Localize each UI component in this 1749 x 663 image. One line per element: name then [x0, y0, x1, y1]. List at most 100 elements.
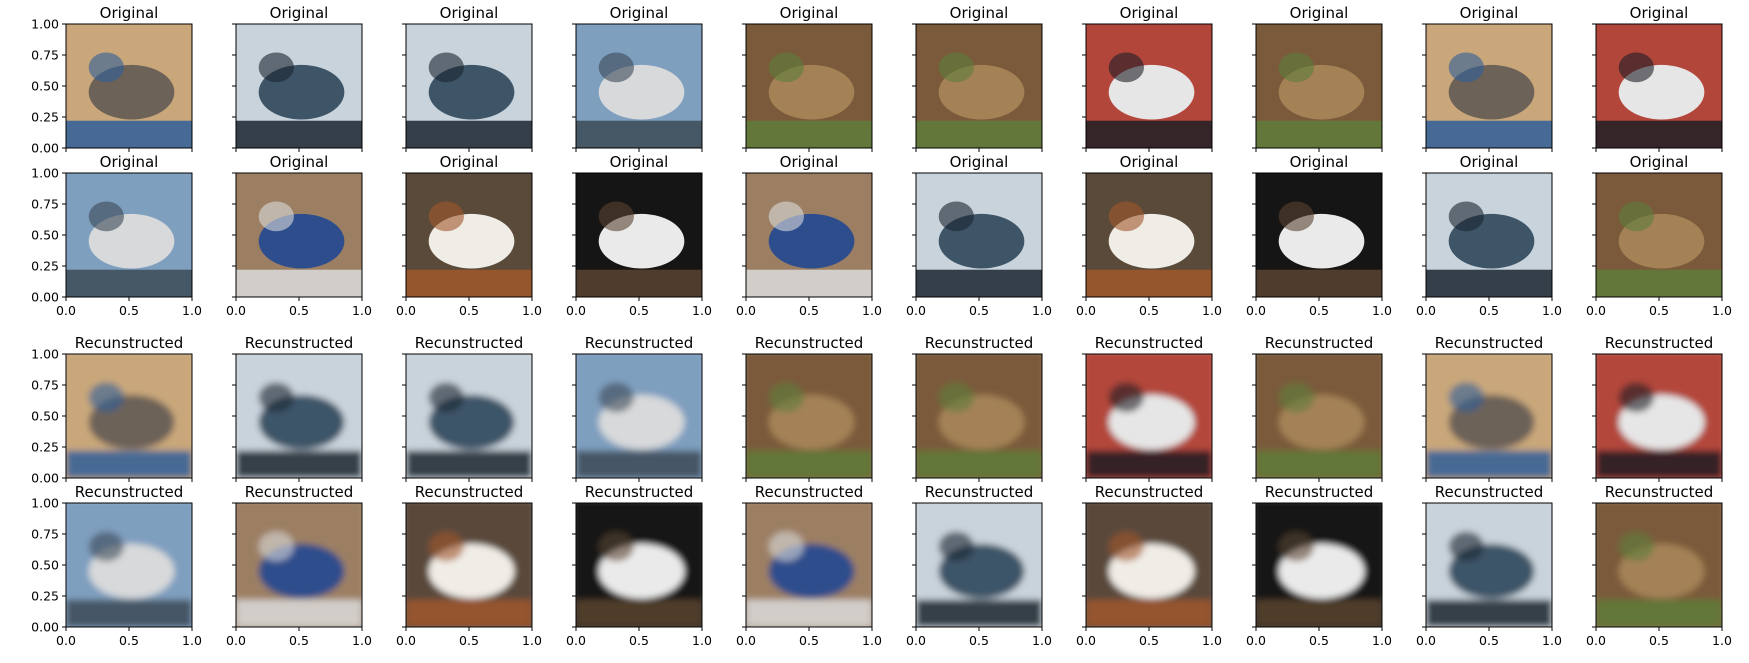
y-tick-label: 1.00 [31, 496, 59, 511]
panel-image-ship [236, 354, 362, 478]
x-tick-label: 0.0 [396, 633, 416, 648]
x-tick-label: 0.5 [1479, 633, 1499, 648]
x-tick-label: 0.5 [1309, 633, 1329, 648]
panel-title: Recunstructed [1605, 334, 1714, 352]
x-tick-label: 1.0 [692, 633, 712, 648]
panel-r0-c7: Original [1252, 4, 1383, 152]
x-tick-label: 1.0 [862, 303, 882, 318]
x-tick-label: 0.5 [629, 633, 649, 648]
panel-image-truck [236, 503, 362, 627]
panel-r1-c0: Original 0.00 0.25 0.50 0.75 1.00 0.0 0.5 1.0 [31, 153, 202, 318]
panel-r1-c3: Original 0.0 0.5 1.0 [566, 153, 712, 318]
x-tick-label: 0.0 [736, 633, 756, 648]
panel-r3-c1: Recunstructed 0.0 0.5 1.0 [226, 483, 372, 648]
x-tick-label: 0.0 [566, 633, 586, 648]
x-tick-label: 1.0 [1542, 303, 1562, 318]
x-tick-label: 0.0 [1076, 303, 1096, 318]
panel-title: Recunstructed [1605, 483, 1714, 501]
x-tick-label: 1.0 [1712, 303, 1732, 318]
x-tick-label: 0.0 [396, 303, 416, 318]
panel-r0-c1: Original [232, 4, 363, 152]
panel-image-frog [1256, 24, 1382, 148]
panel-title: Recunstructed [1265, 483, 1374, 501]
panel-title: Recunstructed [75, 483, 184, 501]
panel-r2-c0: Recunstructed 0.00 0.25 0.50 0.75 1.00 [31, 334, 193, 486]
x-tick-label: 0.5 [1139, 303, 1159, 318]
panel-r0-c8: Original [1422, 4, 1553, 152]
x-tick-label: 0.0 [906, 633, 926, 648]
panel-r3-c5: Recunstructed 0.0 0.5 1.0 [906, 483, 1052, 648]
panel-r1-c4: Original 0.0 0.5 1.0 [736, 153, 882, 318]
panel-title: Recunstructed [245, 483, 354, 501]
x-tick-label: 0.0 [1586, 303, 1606, 318]
panel-image-cat [1426, 24, 1552, 148]
panel-r3-c8: Recunstructed 0.0 0.5 1.0 [1416, 483, 1562, 648]
y-tick-label: 0.25 [31, 110, 59, 125]
panel-title: Original [100, 4, 159, 22]
x-tick-label: 1.0 [1032, 633, 1052, 648]
panel-r0-c2: Original [402, 4, 533, 152]
y-tick-label: 0.25 [31, 259, 59, 274]
panel-r1-c5: Original 0.0 0.5 1.0 [906, 153, 1052, 318]
y-tick-label: 0.00 [31, 620, 59, 635]
x-tick-label: 1.0 [862, 633, 882, 648]
x-tick-label: 0.5 [799, 303, 819, 318]
panel-r3-c2: Recunstructed 0.0 0.5 1.0 [396, 483, 542, 648]
panel-title: Recunstructed [585, 483, 694, 501]
x-tick-label: 0.5 [799, 633, 819, 648]
x-tick-label: 0.5 [1649, 303, 1669, 318]
x-tick-label: 0.5 [119, 633, 139, 648]
panel-title: Recunstructed [245, 334, 354, 352]
x-tick-label: 1.0 [1542, 633, 1562, 648]
y-tick-label: 0.50 [31, 79, 59, 94]
x-tick-label: 0.5 [289, 303, 309, 318]
x-tick-label: 0.5 [119, 303, 139, 318]
y-tick-label: 0.00 [31, 471, 59, 486]
panel-title: Original [1630, 4, 1689, 22]
x-tick-label: 1.0 [182, 303, 202, 318]
panel-title: Original [780, 4, 839, 22]
panel-r2-c2: Recunstructed [402, 334, 533, 482]
panel-image-ship [406, 354, 532, 478]
panel-image-automobile [1596, 354, 1722, 478]
x-tick-label: 1.0 [352, 633, 372, 648]
panel-image-frog [746, 354, 872, 478]
x-tick-label: 0.0 [566, 303, 586, 318]
panel-title: Original [1460, 153, 1519, 171]
x-tick-label: 0.0 [1076, 633, 1096, 648]
panel-image-truck [746, 173, 872, 297]
panel-title: Recunstructed [1435, 334, 1544, 352]
x-tick-label: 0.5 [289, 633, 309, 648]
panel-r2-c8: Recunstructed [1422, 334, 1553, 482]
y-tick-label: 1.00 [31, 347, 59, 362]
y-tick-label: 0.75 [31, 378, 59, 393]
panel-title: Recunstructed [1095, 334, 1204, 352]
panel-r2-c4: Recunstructed [742, 334, 873, 482]
panel-title: Original [1290, 4, 1349, 22]
panel-title: Recunstructed [925, 334, 1034, 352]
x-tick-label: 0.5 [459, 303, 479, 318]
x-tick-label: 0.0 [1416, 303, 1436, 318]
panel-image-dog [406, 173, 532, 297]
x-tick-label: 0.0 [736, 303, 756, 318]
panel-r2-c3: Recunstructed [572, 334, 703, 482]
x-tick-label: 0.0 [226, 303, 246, 318]
panel-image-truck [236, 173, 362, 297]
x-tick-label: 0.5 [629, 303, 649, 318]
x-tick-label: 0.5 [1649, 633, 1669, 648]
panel-r1-c8: Original 0.0 0.5 1.0 [1416, 153, 1562, 318]
panel-r2-c6: Recunstructed [1082, 334, 1213, 482]
panel-title: Recunstructed [755, 334, 864, 352]
panel-r0-c6: Original [1082, 4, 1213, 152]
panel-image-frog [1256, 354, 1382, 478]
panel-title: Recunstructed [1095, 483, 1204, 501]
panel-r2-c1: Recunstructed [232, 334, 363, 482]
x-tick-label: 1.0 [1032, 303, 1052, 318]
panel-image-airplane [576, 24, 702, 148]
panel-title: Recunstructed [925, 483, 1034, 501]
panel-title: Recunstructed [1435, 483, 1544, 501]
y-tick-label: 1.00 [31, 166, 59, 181]
panel-image-cat [66, 24, 192, 148]
panel-r3-c3: Recunstructed 0.0 0.5 1.0 [566, 483, 712, 648]
x-tick-label: 0.5 [969, 633, 989, 648]
